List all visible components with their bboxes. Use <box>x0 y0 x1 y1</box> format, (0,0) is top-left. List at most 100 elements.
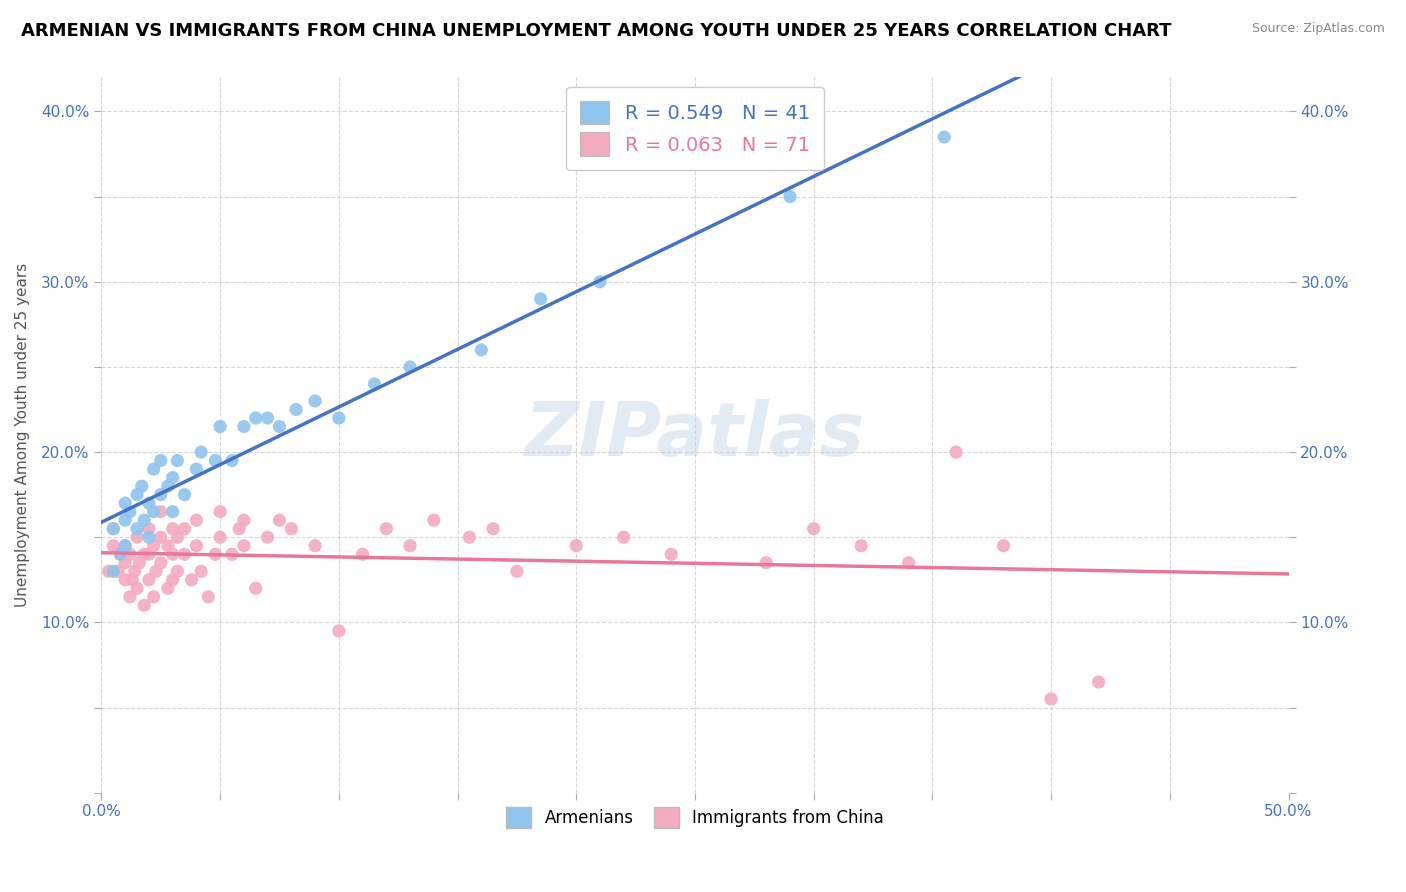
Point <box>166 564 188 578</box>
Point <box>173 488 195 502</box>
Point <box>204 453 226 467</box>
Point <box>138 522 160 536</box>
Point <box>134 513 156 527</box>
Point <box>138 530 160 544</box>
Point <box>107 564 129 578</box>
Point <box>565 539 588 553</box>
Point <box>190 445 212 459</box>
Point <box>138 573 160 587</box>
Point <box>482 522 505 536</box>
Point <box>269 513 291 527</box>
Point <box>162 470 184 484</box>
Point <box>399 539 422 553</box>
Text: ZIPatlas: ZIPatlas <box>524 399 865 472</box>
Point <box>156 582 179 596</box>
Point <box>166 453 188 467</box>
Point <box>328 624 350 638</box>
Point <box>375 522 398 536</box>
Point <box>269 419 291 434</box>
Point <box>142 505 165 519</box>
Point <box>232 539 254 553</box>
Point <box>1040 692 1063 706</box>
Point <box>103 522 125 536</box>
Point <box>142 590 165 604</box>
Point <box>145 564 167 578</box>
Point <box>530 292 553 306</box>
Point <box>458 530 481 544</box>
Point <box>304 539 326 553</box>
Point <box>470 343 492 357</box>
Text: Source: ZipAtlas.com: Source: ZipAtlas.com <box>1251 22 1385 36</box>
Point <box>849 539 872 553</box>
Point <box>156 539 179 553</box>
Point <box>97 564 120 578</box>
Point <box>755 556 778 570</box>
Point <box>186 539 208 553</box>
Point <box>399 359 422 374</box>
Point <box>304 394 326 409</box>
Point <box>162 505 184 519</box>
Point <box>114 496 136 510</box>
Point <box>142 462 165 476</box>
Point <box>134 599 156 613</box>
Point <box>118 590 141 604</box>
Y-axis label: Unemployment Among Youth under 25 years: Unemployment Among Youth under 25 years <box>15 263 30 607</box>
Point <box>934 130 956 145</box>
Point <box>232 419 254 434</box>
Point <box>125 530 148 544</box>
Text: ARMENIAN VS IMMIGRANTS FROM CHINA UNEMPLOYMENT AMONG YOUTH UNDER 25 YEARS CORREL: ARMENIAN VS IMMIGRANTS FROM CHINA UNEMPL… <box>21 22 1171 40</box>
Point <box>149 488 172 502</box>
Point <box>110 547 132 561</box>
Point <box>121 573 143 587</box>
Point <box>245 411 267 425</box>
Point <box>131 479 153 493</box>
Point <box>363 376 385 391</box>
Point <box>186 462 208 476</box>
Point <box>103 539 125 553</box>
Point <box>186 513 208 527</box>
Point <box>180 573 202 587</box>
Point <box>803 522 825 536</box>
Point <box>166 530 188 544</box>
Point <box>125 488 148 502</box>
Point <box>103 564 125 578</box>
Point <box>149 505 172 519</box>
Point <box>232 513 254 527</box>
Point <box>280 522 302 536</box>
Point <box>221 547 243 561</box>
Point <box>118 505 141 519</box>
Point <box>221 453 243 467</box>
Point <box>114 539 136 553</box>
Point <box>228 522 250 536</box>
Point <box>256 411 278 425</box>
Point <box>128 556 150 570</box>
Point <box>162 522 184 536</box>
Point <box>352 547 374 561</box>
Point <box>138 496 160 510</box>
Point <box>204 547 226 561</box>
Point <box>142 539 165 553</box>
Point <box>993 539 1015 553</box>
Point <box>114 539 136 553</box>
Point <box>779 189 801 203</box>
Point <box>114 573 136 587</box>
Point <box>124 564 146 578</box>
Point <box>110 547 132 561</box>
Point <box>125 522 148 536</box>
Point <box>134 547 156 561</box>
Point <box>156 479 179 493</box>
Point <box>945 445 967 459</box>
Point <box>659 547 682 561</box>
Point <box>197 590 219 604</box>
Point <box>103 522 125 536</box>
Point <box>114 513 136 527</box>
Point <box>506 564 529 578</box>
Point <box>328 411 350 425</box>
Point <box>149 453 172 467</box>
Point <box>190 564 212 578</box>
Point <box>118 547 141 561</box>
Point <box>897 556 920 570</box>
Point <box>209 505 232 519</box>
Point <box>125 582 148 596</box>
Point <box>285 402 308 417</box>
